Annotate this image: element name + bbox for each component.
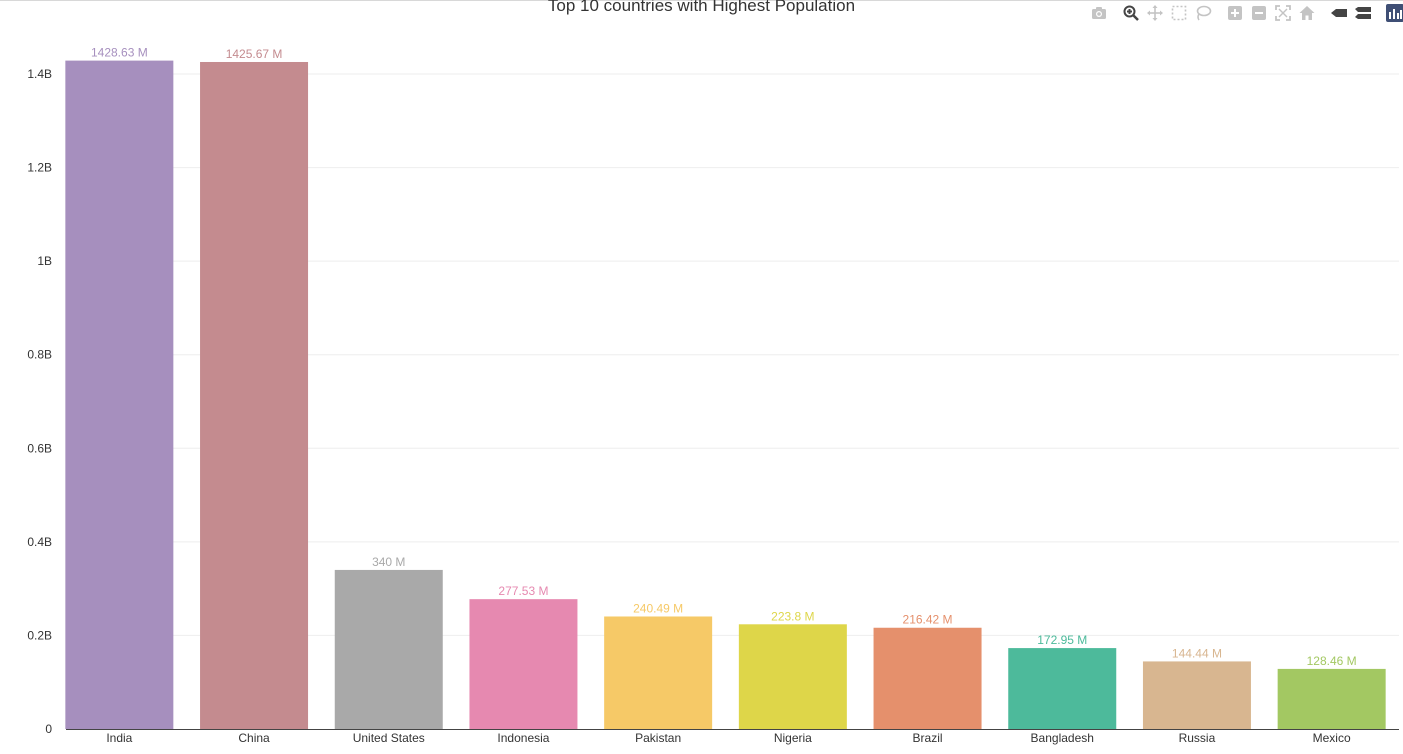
y-tick-label: 0.2B	[27, 628, 52, 642]
bar-data-label: 340 M	[372, 555, 405, 569]
bar-data-label: 172.95 M	[1037, 633, 1087, 647]
x-tick-label: United States	[353, 731, 425, 745]
x-tick-label: Indonesia	[497, 731, 549, 745]
x-tick-label: Bangladesh	[1031, 731, 1094, 745]
bar-data-label: 144.44 M	[1172, 646, 1222, 660]
x-tick-label: India	[106, 731, 132, 745]
y-tick-label: 1.2B	[27, 161, 52, 175]
lasso-icon[interactable]	[1194, 4, 1212, 22]
x-tick-label: Brazil	[913, 731, 943, 745]
y-tick-label: 0.4B	[27, 535, 52, 549]
bar[interactable]	[1008, 648, 1117, 729]
compare-data-icon[interactable]	[1354, 4, 1372, 22]
bar[interactable]	[469, 599, 578, 729]
bar[interactable]	[1142, 661, 1251, 729]
pan-icon[interactable]	[1146, 4, 1164, 22]
y-tick-label: 1.4B	[27, 67, 52, 81]
x-axis: India China United States Indonesia Pakistan…	[106, 731, 1351, 745]
bars	[65, 60, 1386, 730]
bar[interactable]	[738, 624, 847, 729]
bar[interactable]	[200, 61, 309, 729]
bar[interactable]	[604, 616, 713, 729]
x-tick-label: Mexico	[1313, 731, 1351, 745]
x-tick-label: Russia	[1179, 731, 1216, 745]
bar-data-label: 223.8 M	[771, 609, 814, 623]
camera-icon[interactable]	[1090, 4, 1108, 22]
x-tick-label: Nigeria	[774, 731, 812, 745]
bar-data-label: 240.49 M	[633, 601, 683, 615]
bar-data-label: 216.42 M	[903, 613, 953, 627]
autoscale-icon[interactable]	[1274, 4, 1292, 22]
bar-data-label: 1428.63 M	[91, 46, 148, 60]
zoom-out-icon[interactable]	[1250, 4, 1268, 22]
reset-axes-icon[interactable]	[1298, 4, 1316, 22]
chart-title: Top 10 countries with Highest Population	[547, 0, 856, 15]
bar-data-label: 277.53 M	[498, 584, 548, 598]
top-border	[0, 0, 1403, 1]
y-tick-label: 1B	[37, 254, 52, 268]
y-tick-label: 0.6B	[27, 441, 52, 455]
bar[interactable]	[334, 569, 443, 729]
bar[interactable]	[873, 627, 982, 729]
bar-data-labels: 1428.63 M 1425.67 M 340 M 277.53 M 240.49 M 2…	[91, 46, 1357, 668]
bar-data-label: 128.46 M	[1307, 654, 1357, 668]
plotly-logo-icon[interactable]	[1386, 4, 1403, 22]
x-tick-label: China	[238, 731, 270, 745]
y-tick-label: 0.8B	[27, 348, 52, 362]
bar-data-label: 1425.67 M	[226, 47, 283, 61]
x-tick-label: Pakistan	[635, 731, 681, 745]
y-axis: 0 0.2B 0.4B 0.6B 0.8B 1B 1.2B 1.4B	[27, 67, 1399, 736]
zoom-icon[interactable]	[1122, 4, 1140, 22]
box-select-icon[interactable]	[1170, 4, 1188, 22]
spike-lines-icon[interactable]	[1330, 4, 1348, 22]
zoom-in-icon[interactable]	[1226, 4, 1244, 22]
bar[interactable]	[1277, 668, 1386, 729]
y-tick-label: 0	[45, 722, 52, 736]
bar[interactable]	[65, 60, 174, 730]
